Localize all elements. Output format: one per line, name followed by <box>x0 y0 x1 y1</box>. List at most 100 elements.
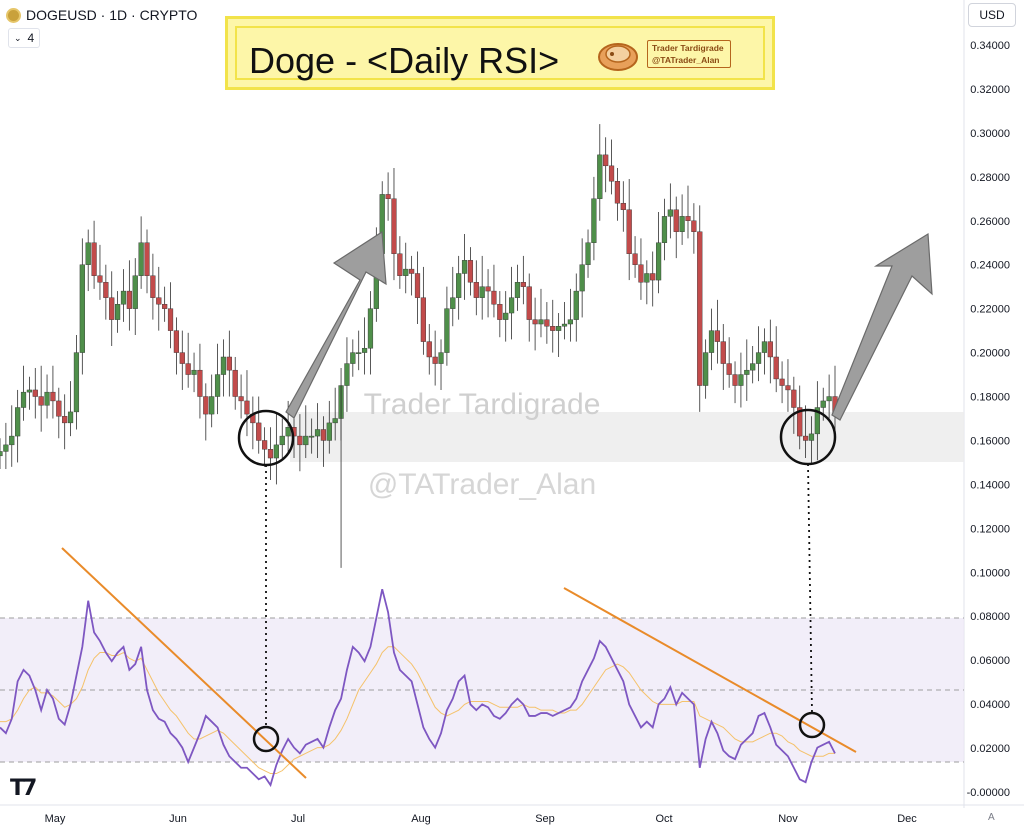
banner-title: Doge - <Daily RSI> <box>249 40 560 81</box>
candle-body <box>591 198 597 243</box>
candle-body <box>491 290 497 305</box>
candle-body <box>238 396 244 402</box>
candle-body <box>644 273 650 283</box>
support-zone-layer <box>290 412 964 462</box>
candle-body <box>567 319 573 325</box>
candle-body <box>367 308 374 349</box>
x-tick-label: Sep <box>535 813 555 825</box>
candle-body <box>808 433 815 441</box>
price-axis: 0.34000 0.32000 0.30000 0.28000 0.26000 0.240… <box>967 40 1010 799</box>
watermark-line2: @TATrader_Alan <box>368 468 596 501</box>
candle-body <box>409 268 415 274</box>
candle-body <box>779 378 785 386</box>
candle-body <box>103 282 109 298</box>
candle-body <box>456 273 462 298</box>
y-tick-label: 0.04000 <box>970 699 1010 711</box>
candle-body <box>761 341 768 353</box>
candle-body <box>508 297 515 314</box>
candle-body <box>485 286 491 292</box>
candle-body <box>0 451 3 457</box>
candle-body <box>432 356 438 364</box>
symbol-label: DOGEUSD · 1D · CRYPTO <box>26 7 198 23</box>
candle-body <box>550 326 556 331</box>
candle-body <box>314 429 321 437</box>
candle-body <box>209 396 215 415</box>
auto-scale-button[interactable]: A <box>988 812 995 823</box>
candle-body <box>473 282 479 298</box>
candle-body <box>561 323 568 327</box>
candle-body <box>556 326 562 331</box>
y-tick-label: 0.08000 <box>970 611 1010 623</box>
candle-body <box>91 242 97 276</box>
candle-body <box>650 273 656 281</box>
tradingview-logo-icon[interactable]: T7 <box>10 776 37 801</box>
x-tick-label: Oct <box>655 813 672 825</box>
candle-body <box>150 275 156 298</box>
candle-body <box>85 242 91 265</box>
time-axis: May Jun Jul Aug Sep Oct Nov Dec <box>45 813 918 825</box>
candle-body <box>203 396 209 415</box>
candles-layer <box>0 124 838 568</box>
candle-body <box>138 242 144 276</box>
candle-body <box>391 198 397 254</box>
candle-body <box>26 389 33 393</box>
candle-body <box>673 209 679 232</box>
candle-body <box>750 363 756 371</box>
candle-body <box>738 374 744 386</box>
candle-body <box>497 304 503 320</box>
tardigrade-logo-icon <box>598 43 638 71</box>
candle-body <box>661 216 668 243</box>
candle-body <box>173 330 180 353</box>
candle-body <box>191 369 197 375</box>
candle-body <box>144 242 150 276</box>
candle-body <box>597 154 603 199</box>
y-tick-label: 0.16000 <box>970 435 1010 447</box>
candle-body <box>479 286 485 298</box>
y-tick-label: 0.06000 <box>970 655 1010 667</box>
candle-body <box>73 352 80 413</box>
candle-body <box>797 407 803 437</box>
y-tick-label: 0.10000 <box>970 567 1010 579</box>
candle-body <box>532 319 538 325</box>
candle-body <box>220 356 227 375</box>
candle-body <box>214 374 221 397</box>
candle-body <box>603 154 609 167</box>
candle-body <box>767 341 773 358</box>
x-tick-label: Jul <box>291 813 305 825</box>
candle-body <box>350 352 356 364</box>
candle-body <box>56 400 62 417</box>
candle-body <box>438 352 444 364</box>
logo-line1: Trader Tardigrade <box>652 43 724 53</box>
candle-body <box>655 242 662 281</box>
candle-body <box>632 253 638 265</box>
y-tick-label: 0.20000 <box>970 348 1010 360</box>
candle-body <box>538 319 544 325</box>
candle-body <box>714 330 720 342</box>
currency-button[interactable]: USD <box>968 3 1016 27</box>
symbol-header[interactable]: DOGEUSD · 1D · CRYPTO <box>6 5 197 25</box>
x-tick-label: May <box>45 813 66 825</box>
y-tick-label: 0.30000 <box>970 128 1010 140</box>
candle-body <box>791 389 797 408</box>
candle-body <box>232 369 238 397</box>
x-tick-label: Aug <box>411 813 431 825</box>
candle-body <box>585 242 591 265</box>
candle-body <box>244 400 250 415</box>
trendline-1 <box>61 547 307 779</box>
candle-body <box>50 391 56 402</box>
indicator-count: 4 <box>27 31 35 45</box>
candle-body <box>744 369 750 375</box>
candle-body <box>297 435 303 446</box>
candle-body <box>309 435 315 438</box>
indicators-toggle[interactable]: ⌄ 4 <box>8 28 41 48</box>
candle-body <box>667 209 673 217</box>
candle-body <box>15 407 21 437</box>
candle-body <box>608 165 615 182</box>
candle-body <box>256 422 262 441</box>
candle-body <box>426 341 432 358</box>
doge-coin-icon <box>6 7 21 23</box>
candle-body <box>197 369 203 397</box>
candle-body <box>573 290 579 320</box>
candle-body <box>62 416 68 424</box>
